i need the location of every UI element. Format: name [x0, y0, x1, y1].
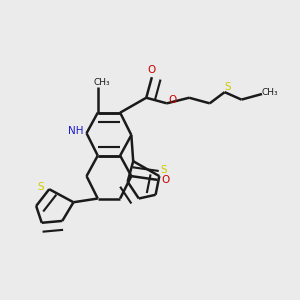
- Text: O: O: [162, 175, 170, 185]
- Text: NH: NH: [68, 126, 84, 136]
- Text: CH₃: CH₃: [93, 78, 110, 87]
- Text: CH₃: CH₃: [262, 88, 278, 98]
- Text: S: S: [38, 182, 44, 192]
- Text: S: S: [160, 165, 167, 175]
- Text: O: O: [169, 94, 177, 105]
- Text: O: O: [148, 65, 156, 76]
- Text: S: S: [224, 82, 231, 92]
